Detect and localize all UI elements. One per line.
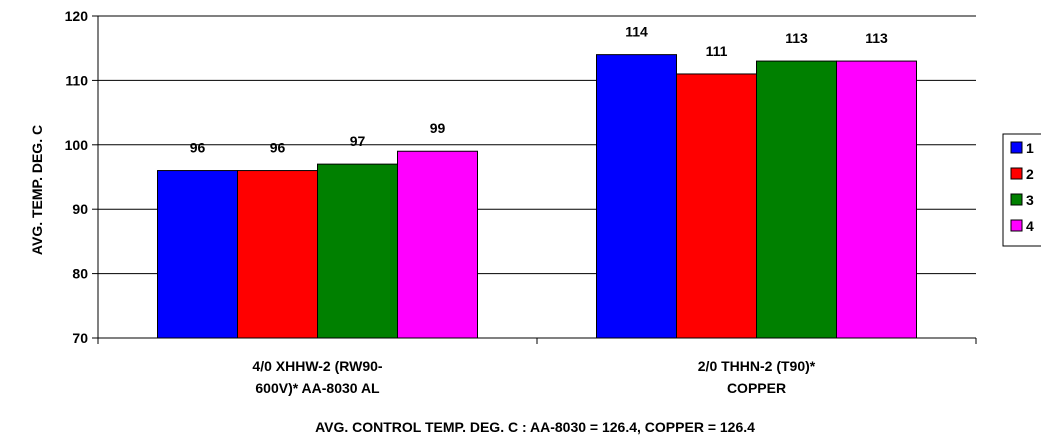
y-axis-title: AVG. TEMP. DEG. C (29, 125, 45, 255)
bar-series-4-cat-2 (836, 60, 917, 339)
legend-label: 2 (1026, 166, 1034, 182)
y-tick-label: 90 (72, 201, 88, 217)
data-labels: 96 96 97 99 114 111 113 113 (190, 24, 888, 156)
bar-series-1-cat-2 (596, 54, 677, 339)
y-tick-label: 110 (65, 72, 88, 88)
category-label: 2/0 THHN-2 (T90)* (698, 358, 816, 374)
bar-series-2-cat-1 (237, 170, 318, 339)
y-tick-label: 80 (72, 266, 88, 282)
legend-swatch (1010, 219, 1023, 232)
data-label: 114 (625, 24, 648, 40)
y-tick-label: 120 (65, 8, 89, 24)
data-label: 97 (350, 133, 366, 149)
bar-series-1-cat-1 (157, 170, 238, 339)
bar-series-4-cat-1 (397, 150, 478, 339)
y-tick-label: 70 (72, 330, 88, 346)
category-label: 4/0 XHHW-2 (RW90- (252, 358, 382, 374)
legend-label: 1 (1026, 140, 1034, 156)
legend: 1 2 3 4 (1002, 133, 1041, 247)
bars (157, 54, 917, 339)
legend-label: 4 (1026, 218, 1034, 234)
legend-label: 3 (1026, 192, 1034, 208)
category-labels: 4/0 XHHW-2 (RW90- 600V)* AA-8030 AL 2/0 TH… (252, 358, 815, 396)
data-label: 113 (865, 30, 888, 46)
data-label: 96 (190, 140, 206, 156)
data-label: 111 (706, 43, 728, 59)
bar-series-3-cat-2 (756, 60, 837, 339)
category-label: 600V)* AA-8030 AL (255, 380, 380, 396)
data-label: 96 (270, 140, 286, 156)
bar-series-2-cat-2 (676, 73, 757, 339)
legend-swatch (1010, 193, 1023, 206)
legend-swatch (1010, 141, 1023, 154)
category-label: COPPER (727, 380, 786, 396)
x-axis-title: AVG. CONTROL TEMP. DEG. C : AA-8030 = 12… (315, 419, 755, 435)
bar-series-3-cat-1 (317, 163, 398, 339)
data-label: 99 (430, 120, 446, 136)
y-tick-label: 100 (65, 137, 89, 153)
legend-swatch (1010, 167, 1023, 180)
data-label: 113 (785, 30, 808, 46)
